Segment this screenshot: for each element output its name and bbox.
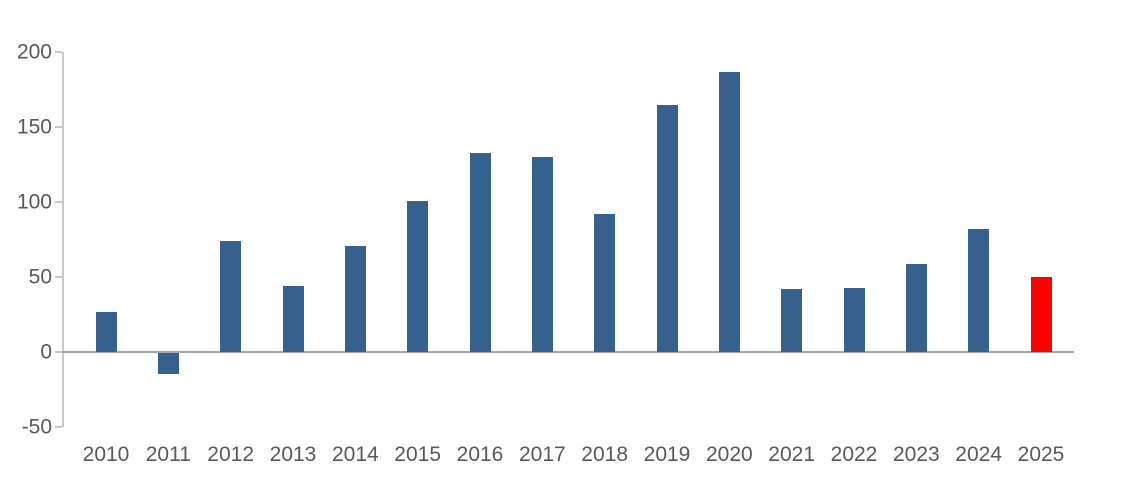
bar: [781, 289, 803, 352]
x-tick-label: 2012: [207, 443, 255, 466]
x-tick-label: 2022: [830, 443, 878, 466]
y-tick-label: 50: [28, 265, 52, 289]
bar: [531, 157, 553, 352]
y-tick-label: 100: [16, 190, 52, 214]
x-tick-label: 2018: [581, 443, 629, 466]
y-tick-mark: [55, 426, 62, 428]
bar: [344, 245, 366, 352]
y-tick-label: -50: [21, 415, 52, 439]
x-tick-label: 2016: [456, 443, 504, 466]
x-tick-label: 2025: [1017, 443, 1065, 466]
y-tick-label: 200: [16, 40, 52, 64]
x-tick-label: 2023: [892, 443, 940, 466]
bar: [656, 104, 678, 352]
zero-baseline: [62, 351, 1074, 353]
bar: [220, 241, 242, 352]
bar: [95, 311, 117, 352]
bar-highlighted: [1030, 277, 1052, 352]
y-tick-mark: [55, 126, 62, 128]
x-tick-label: 2010: [82, 443, 130, 466]
x-tick-label: 2020: [705, 443, 753, 466]
x-tick-label: 2024: [955, 443, 1003, 466]
bar: [843, 287, 865, 352]
bar: [594, 214, 616, 352]
y-tick-mark: [55, 51, 62, 53]
y-tick-mark: [55, 351, 62, 353]
x-tick-label: 2015: [394, 443, 442, 466]
x-tick-label: 2021: [768, 443, 816, 466]
bar: [157, 353, 179, 374]
y-tick-mark: [55, 201, 62, 203]
bar: [905, 263, 927, 352]
x-tick-label: 2011: [145, 443, 191, 466]
bar: [968, 229, 990, 352]
y-tick-label: 0: [40, 340, 52, 364]
y-axis-line: [62, 52, 64, 427]
bar: [282, 286, 304, 352]
x-tick-label: 2019: [643, 443, 691, 466]
bar: [407, 200, 429, 352]
x-tick-label: 2017: [518, 443, 566, 466]
y-tick-mark: [55, 276, 62, 278]
y-tick-label: 150: [16, 115, 52, 139]
x-tick-label: 2014: [331, 443, 379, 466]
bar: [718, 71, 740, 352]
bar: [469, 152, 491, 352]
x-tick-label: 2013: [269, 443, 317, 466]
